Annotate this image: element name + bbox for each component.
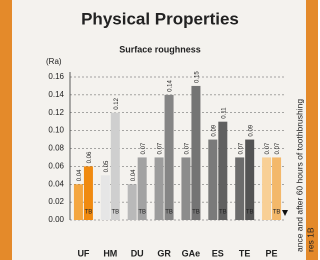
bar [74, 184, 83, 220]
series-label: TB [219, 210, 227, 216]
series-label: TB [138, 210, 146, 216]
value-label: 0.04 [131, 169, 137, 181]
value-label: 0.06 [87, 151, 93, 163]
series-label: TB [165, 210, 173, 216]
bar [208, 140, 217, 220]
value-label: 0.07 [185, 142, 191, 154]
value-label: 0.05 [104, 160, 110, 172]
y-tick-label: 0.12 [48, 108, 64, 117]
y-tick-label: 0.02 [48, 197, 64, 206]
screenshot: Physical Properties Surface roughness (R… [0, 0, 318, 260]
bar [165, 95, 174, 220]
series-label: TB [85, 210, 93, 216]
y-tick-label: 0.16 [48, 72, 64, 81]
bar [235, 157, 244, 220]
bar [191, 86, 200, 220]
side-caption: res 1B [305, 227, 315, 252]
bar [262, 157, 271, 220]
x-tick-label: UF [77, 248, 89, 258]
value-label: 0.11 [221, 107, 227, 119]
y-tick-label: 0.00 [48, 215, 64, 224]
value-label: 0.07 [275, 142, 281, 154]
x-tick-label: DU [131, 248, 144, 258]
y-tick-label: 0.04 [48, 179, 64, 188]
value-label: 0.07 [238, 142, 244, 154]
y-tick-label: 0.06 [48, 161, 64, 170]
series-label: TB [111, 210, 119, 216]
side-caption: ance and after 60 hours of toothbrushing [294, 99, 304, 252]
value-label: 0.12 [114, 97, 120, 109]
x-tick-label: ES [212, 248, 224, 258]
page-title: Physical Properties [81, 9, 239, 28]
x-tick-label: GAe [182, 248, 201, 258]
bar [128, 184, 137, 220]
series-label: TB [273, 210, 281, 216]
x-tick-label: TE [239, 248, 251, 258]
y-axis-label: (Ra) [46, 57, 62, 66]
bar [155, 157, 164, 220]
x-tick-label: PE [266, 248, 278, 258]
bar [245, 140, 254, 220]
value-label: 0.04 [77, 169, 83, 181]
value-label: 0.15 [195, 71, 201, 83]
value-label: 0.07 [141, 142, 147, 154]
series-label: TB [192, 210, 200, 216]
value-label: 0.14 [168, 80, 174, 92]
bar [111, 113, 120, 220]
y-tick-label: 0.14 [48, 90, 64, 99]
y-tick-label: 0.10 [48, 126, 64, 135]
bar [101, 175, 110, 220]
x-tick-label: GR [157, 248, 171, 258]
value-label: 0.09 [248, 124, 254, 136]
value-label: 0.07 [265, 142, 271, 154]
y-tick-label: 0.08 [48, 144, 64, 153]
value-label: 0.09 [211, 124, 217, 136]
value-label: 0.07 [158, 142, 164, 154]
series-label: TB [246, 210, 254, 216]
x-tick-label: HM [103, 248, 117, 258]
bar [181, 157, 190, 220]
chart-title: Surface roughness [119, 44, 201, 54]
bar [218, 122, 227, 220]
